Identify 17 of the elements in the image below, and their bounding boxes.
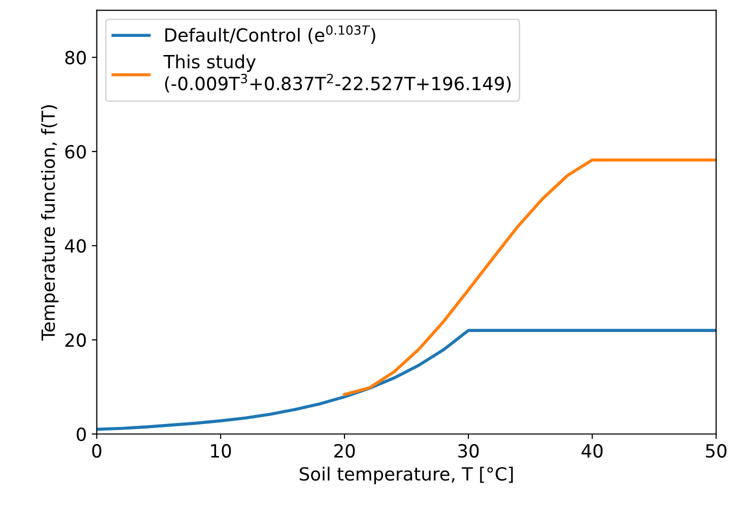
x-tick-label: 20	[334, 444, 355, 458]
x-axis-title: Soil temperature, T [°C]	[300, 466, 513, 484]
legend-label: This study (-0.009T$^{3}$+0.837T$^{2}$-22.527T+196.149)	[164, 54, 511, 92]
x-tick-label: 30	[458, 444, 479, 458]
x-tick-label: 10	[211, 444, 231, 458]
y-tick-label: 20	[65, 333, 86, 347]
line-series	[342, 158, 716, 396]
y-tick-label: 0	[76, 427, 86, 442]
y-tick-label: 80	[65, 50, 86, 64]
x-tick-label: 0	[92, 444, 102, 458]
x-tick-label: 40	[582, 444, 603, 458]
y-tick-label: 40	[64, 239, 86, 253]
x-tick-label: 50	[706, 444, 726, 458]
y-tick-label: 60	[65, 144, 86, 159]
legend-label: Default/Control (e$^{0.103T}$)	[165, 25, 376, 44]
line-series	[96, 328, 716, 431]
y-axis-title: Temperature function, f(T)	[41, 105, 59, 341]
